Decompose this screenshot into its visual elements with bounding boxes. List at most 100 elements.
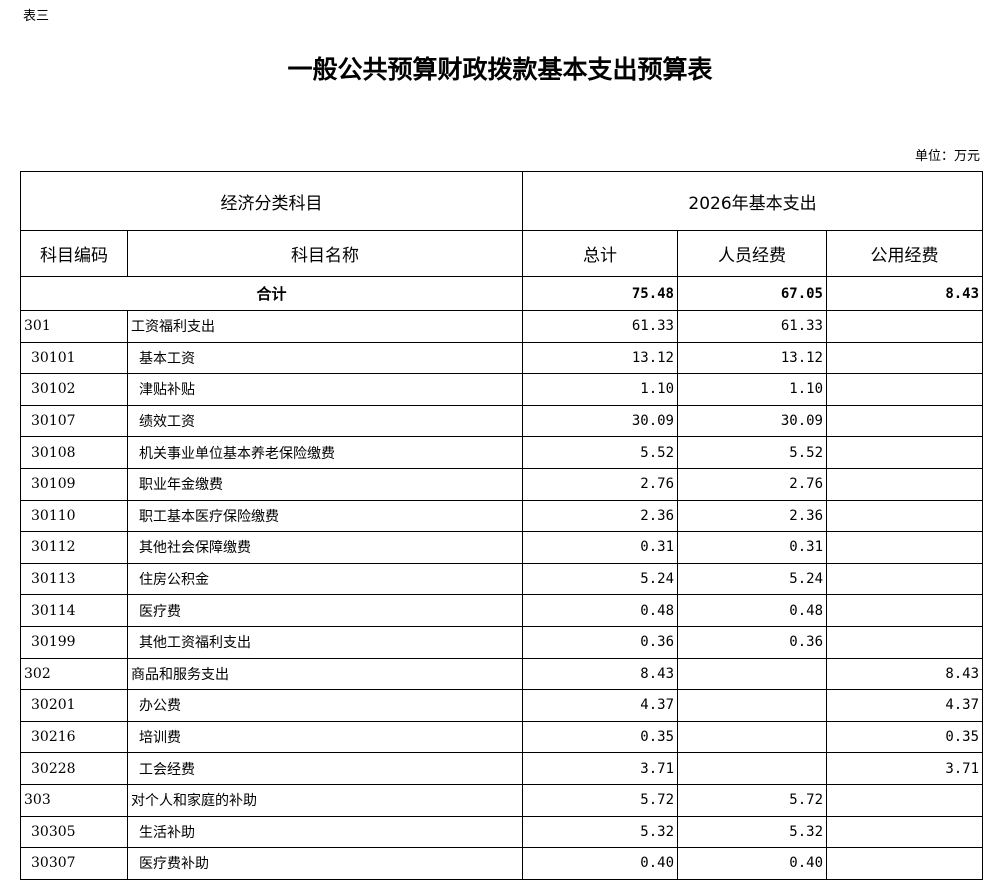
cell-code: 30305 xyxy=(20,815,128,849)
cell-personnel: 5.52 xyxy=(677,436,827,469)
cell-personnel: 61.33 xyxy=(677,310,827,343)
cell-code: 30107 xyxy=(20,404,128,438)
cell-code: 30102 xyxy=(20,373,128,406)
table-row: 30305 生活补助 5.32 5.32 xyxy=(20,815,984,849)
cell-name: 生活补助 xyxy=(127,815,523,849)
cell-code: 30114 xyxy=(20,594,128,627)
cell-personnel xyxy=(677,752,827,785)
cell-personnel: 0.48 xyxy=(677,594,827,627)
cell-personnel: 30.09 xyxy=(677,404,827,438)
cell-public xyxy=(825,847,984,880)
cell-total: 0.35 xyxy=(522,720,678,754)
cell-public: 8.43 xyxy=(825,657,984,691)
cell-code: 301 xyxy=(20,310,128,343)
table-row: 30108 机关事业单位基本养老保险缴费 5.52 5.52 xyxy=(20,436,984,469)
cell-public xyxy=(825,815,984,849)
cell-name: 医疗费 xyxy=(127,594,523,627)
cell-code: 30201 xyxy=(20,689,128,722)
cell-name: 其他工资福利支出 xyxy=(127,625,523,659)
cell-name: 其他社会保障缴费 xyxy=(127,531,523,564)
cell-personnel: 2.76 xyxy=(677,467,827,501)
cell-name: 职工基本医疗保险缴费 xyxy=(127,499,523,533)
cell-total: 0.36 xyxy=(522,625,678,659)
cell-name: 职业年金缴费 xyxy=(127,467,523,501)
cell-public xyxy=(825,404,984,438)
cell-public: 4.37 xyxy=(825,689,984,722)
table-row: 30107 绩效工资 30.09 30.09 xyxy=(20,404,984,438)
table-row: 30113 住房公积金 5.24 5.24 xyxy=(20,562,984,596)
cell-total: 2.76 xyxy=(522,467,678,501)
cell-total: 4.37 xyxy=(522,689,678,722)
total-label: 合计 xyxy=(20,276,523,311)
cell-total: 5.72 xyxy=(522,783,678,817)
cell-code: 30101 xyxy=(20,341,128,375)
total-personnel: 67.05 xyxy=(677,276,827,311)
cell-total: 1.10 xyxy=(522,373,678,406)
cell-personnel xyxy=(677,657,827,691)
cell-personnel xyxy=(677,689,827,722)
cell-public xyxy=(825,436,984,469)
cell-public xyxy=(825,625,984,659)
cell-total: 0.48 xyxy=(522,594,678,627)
header-public: 公用经费 xyxy=(825,230,984,277)
table-row: 30307 医疗费补助 0.40 0.40 xyxy=(20,847,984,880)
total-public: 8.43 xyxy=(825,276,984,311)
table-row: 30112 其他社会保障缴费 0.31 0.31 xyxy=(20,531,984,564)
cell-name: 基本工资 xyxy=(127,341,523,375)
total-row: 合计 75.48 67.05 8.43 xyxy=(20,276,984,311)
table-row: 30201 办公费 4.37 4.37 xyxy=(20,689,984,722)
cell-total: 0.31 xyxy=(522,531,678,564)
cell-code: 303 xyxy=(20,783,128,817)
cell-personnel: 1.10 xyxy=(677,373,827,406)
cell-name: 住房公积金 xyxy=(127,562,523,596)
cell-public xyxy=(825,594,984,627)
table-number: 表三 xyxy=(23,9,50,24)
budget-table: 经济分类科目 2026年基本支出 科目编码 科目名称 总计 人员经费 公用经费 … xyxy=(20,171,984,880)
table-row: 30114 医疗费 0.48 0.48 xyxy=(20,594,984,627)
cell-public xyxy=(825,373,984,406)
table-row: 302 商品和服务支出 8.43 8.43 xyxy=(20,657,984,691)
cell-public xyxy=(825,467,984,501)
cell-name: 办公费 xyxy=(127,689,523,722)
cell-code: 30307 xyxy=(20,847,128,880)
header-total: 总计 xyxy=(522,230,678,277)
cell-personnel: 0.36 xyxy=(677,625,827,659)
header-name: 科目名称 xyxy=(127,230,523,277)
cell-code: 30113 xyxy=(20,562,128,596)
table-row: 30110 职工基本医疗保险缴费 2.36 2.36 xyxy=(20,499,984,533)
cell-code: 30199 xyxy=(20,625,128,659)
page-title: 一般公共预算财政拨款基本支出预算表 xyxy=(287,55,713,84)
cell-total: 5.32 xyxy=(522,815,678,849)
cell-personnel xyxy=(677,720,827,754)
cell-public xyxy=(825,783,984,817)
cell-total: 0.40 xyxy=(522,847,678,880)
cell-name: 对个人和家庭的补助 xyxy=(127,783,523,817)
header-year-expense: 2026年基本支出 xyxy=(521,171,984,231)
cell-total: 3.71 xyxy=(522,752,678,785)
cell-personnel: 0.40 xyxy=(677,847,827,880)
cell-total: 8.43 xyxy=(522,657,678,691)
cell-personnel: 13.12 xyxy=(677,341,827,375)
header-econ-class: 经济分类科目 xyxy=(20,171,523,231)
header-personnel: 人员经费 xyxy=(677,230,827,277)
table-row: 303 对个人和家庭的补助 5.72 5.72 xyxy=(20,783,984,817)
cell-name: 商品和服务支出 xyxy=(127,657,523,691)
table-row: 30101 基本工资 13.12 13.12 xyxy=(20,341,984,375)
table-row: 30102 津贴补贴 1.10 1.10 xyxy=(20,373,984,406)
cell-public xyxy=(825,562,984,596)
table-row: 30199 其他工资福利支出 0.36 0.36 xyxy=(20,625,984,659)
cell-code: 30228 xyxy=(20,752,128,785)
table-row: 30216 培训费 0.35 0.35 xyxy=(20,720,984,754)
cell-total: 30.09 xyxy=(522,404,678,438)
cell-public xyxy=(825,341,984,375)
unit-label: 单位：万元 xyxy=(914,149,980,164)
cell-personnel: 5.32 xyxy=(677,815,827,849)
cell-public xyxy=(825,310,984,343)
cell-code: 302 xyxy=(20,657,128,691)
cell-personnel: 5.24 xyxy=(677,562,827,596)
cell-public: 3.71 xyxy=(825,752,984,785)
total-total: 75.48 xyxy=(522,276,678,311)
cell-name: 绩效工资 xyxy=(127,404,523,438)
cell-code: 30109 xyxy=(20,467,128,501)
header-row-1: 经济分类科目 2026年基本支出 xyxy=(20,171,984,231)
